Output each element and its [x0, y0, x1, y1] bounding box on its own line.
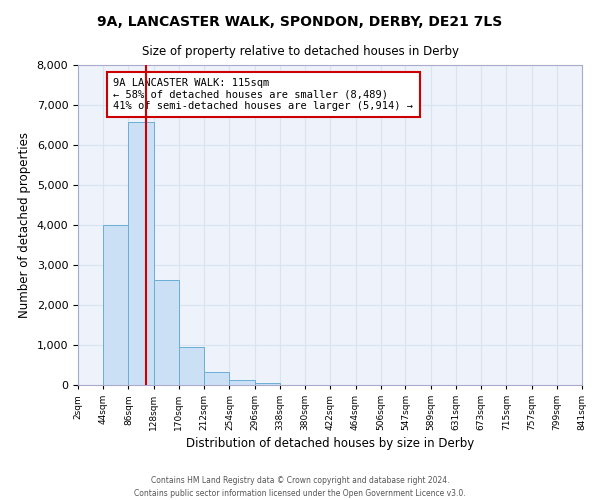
Y-axis label: Number of detached properties: Number of detached properties: [18, 132, 31, 318]
Bar: [154, 280, 179, 385]
Text: Size of property relative to detached houses in Derby: Size of property relative to detached ho…: [142, 45, 458, 58]
Bar: [103, 226, 128, 385]
Bar: [254, 382, 280, 385]
Bar: [179, 347, 204, 385]
Text: 9A LANCASTER WALK: 115sqm
← 58% of detached houses are smaller (8,489)
41% of se: 9A LANCASTER WALK: 115sqm ← 58% of detac…: [113, 78, 413, 111]
Bar: [229, 380, 254, 385]
Text: Contains HM Land Registry data © Crown copyright and database right 2024.
Contai: Contains HM Land Registry data © Crown c…: [134, 476, 466, 498]
X-axis label: Distribution of detached houses by size in Derby: Distribution of detached houses by size …: [186, 438, 474, 450]
Bar: [204, 372, 229, 385]
Bar: [128, 122, 154, 385]
Text: 9A, LANCASTER WALK, SPONDON, DERBY, DE21 7LS: 9A, LANCASTER WALK, SPONDON, DERBY, DE21…: [97, 15, 503, 29]
